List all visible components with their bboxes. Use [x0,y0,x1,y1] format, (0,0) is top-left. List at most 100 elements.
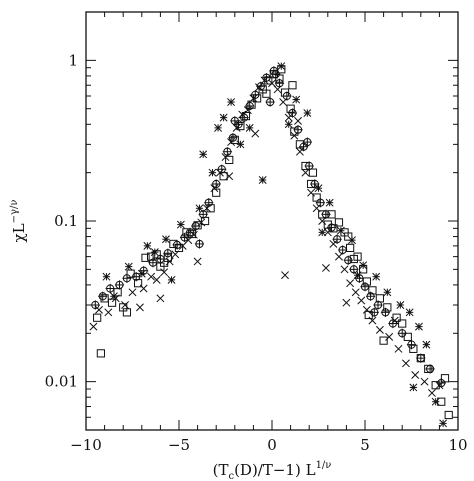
data-point-square [444,410,453,420]
data-point-square [187,229,197,239]
data-point-asterisk [143,241,152,250]
data-point-x [346,279,355,288]
data-point-x [340,265,349,274]
data-point-square [96,349,105,358]
data-point-circle-cross [105,283,115,294]
data-point-asterisk [214,123,223,132]
data-point-x [210,184,219,193]
data-point-x [171,250,180,259]
data-point-circle-cross [321,209,331,219]
x-axis-label-sub: c [228,471,234,481]
data-point-x [147,272,156,281]
data-point-square [362,277,371,286]
data-point-asterisk [102,272,111,281]
data-point-asterisk [137,269,146,278]
data-point-x [411,371,420,379]
data-point-circle-cross [217,164,227,174]
data-point-x [193,257,202,266]
x-axis-label-sup: 1/ν [316,460,332,471]
data-point-circle-cross [416,353,426,363]
data-point-x [227,138,236,147]
x-tick-label: 5 [360,436,370,454]
data-point-x [95,305,103,314]
data-point-asterisk [219,113,228,122]
data-point-asterisk [431,397,440,406]
x-axis-label-mid: (D)/T−1) L [234,461,316,479]
data-point-x [321,264,330,272]
data-point-circle-cross [122,273,132,283]
data-point-x [375,325,384,334]
data-point-asterisk [336,226,345,235]
data-point-x [281,271,289,280]
data-point-x [294,116,302,125]
data-point-asterisk [303,109,312,117]
data-point-square [288,81,297,90]
data-point-x [301,168,310,177]
data-point-asterisk [353,271,362,280]
data-point-circle-cross [163,248,173,258]
data-point-circle-cross [230,116,240,126]
data-point-square [379,336,388,345]
y-tick-label: 1 [68,51,78,69]
data-point-asterisk [258,176,267,184]
data-point-circle-cross [406,340,417,350]
data-point-circle-cross [239,113,249,123]
data-point-square [409,344,418,353]
data-point-circle-cross [326,222,337,233]
data-point-x [335,252,343,261]
data-point-square [247,100,256,109]
data-point-asterisk [318,228,327,237]
x-axis-label: (Tc(D)/T−1) L1/ν [213,460,332,481]
data-point-circle-cross [90,300,100,310]
data-point-circle-cross [198,209,208,219]
data-point-x [165,257,174,266]
data-point-circle-cross [155,254,165,264]
y-tick-label: 0.1 [54,212,78,230]
data-point-square [122,308,132,317]
data-point-x [329,239,338,248]
data-point-x [420,377,429,386]
data-point-circle-cross [315,198,325,208]
x-tick-label: 0 [267,436,277,454]
data-point-circle-cross [436,378,446,388]
data-point-x [139,284,148,293]
data-point-x [295,147,304,156]
data-point-asterisk [162,235,170,244]
data-point-circle-cross [194,239,205,249]
data-point-circle-cross [274,78,285,88]
data-point-circle-cross [172,240,182,250]
data-point-circle-cross [425,364,435,374]
tick-labels: −10 −5 0 5 10 0.01 0.1 1 [45,51,468,454]
data-point-x [152,275,161,284]
data-point-circle-cross [179,232,190,243]
data-point-asterisk [208,168,217,177]
data-point-circle-cross [380,307,391,317]
data-point-square [141,253,150,262]
data-point-circle-cross [287,108,298,118]
data-point-square [368,286,377,295]
data-point-circle-cross [185,227,195,237]
y-axis-label-main: χL [10,223,28,242]
data-point-asterisk [292,95,301,104]
data-point-circle-cross [365,291,376,301]
data-point-x [394,344,403,353]
data-point-x [104,308,113,317]
data-point-asterisk [439,419,448,428]
data-point-square [392,313,401,322]
data-point-x [128,288,137,297]
data-point-asterisk [372,272,381,281]
data-point-x [225,172,234,181]
data-point-x [160,268,169,277]
data-point-square [353,252,362,261]
data-point-square [230,135,239,144]
data-point-x [357,296,366,305]
data-point-circle-cross [397,328,407,338]
data-point-asterisk [227,98,236,107]
data-point-asterisk [325,198,334,207]
data-point-asterisk [414,322,423,331]
data-point-square [308,168,318,177]
data-point-circle-cross [265,97,275,107]
data-point-asterisk [405,308,414,317]
